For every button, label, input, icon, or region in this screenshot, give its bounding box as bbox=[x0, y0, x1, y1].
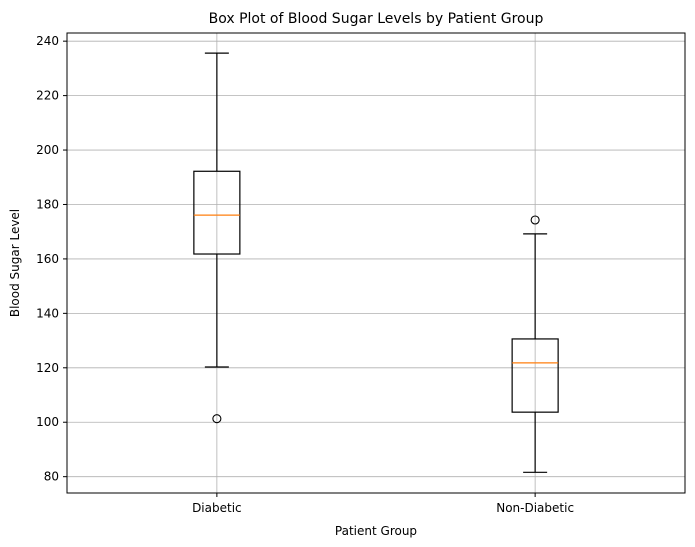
y-tick-label: 160 bbox=[36, 252, 59, 266]
y-tick-label: 180 bbox=[36, 197, 59, 211]
iqr-box bbox=[511, 338, 559, 413]
y-tick-label: 120 bbox=[36, 361, 59, 375]
x-tick-label: Diabetic bbox=[192, 501, 242, 515]
box-layer bbox=[193, 52, 559, 473]
tick-layer: 80 100 120 140 160 180 200 220 240 Diabetic Non-Di… bbox=[36, 34, 574, 515]
grid-layer bbox=[67, 33, 685, 493]
y-tick-label: 220 bbox=[36, 89, 59, 103]
chart-title: Box Plot of Blood Sugar Levels by Patien… bbox=[209, 11, 544, 27]
y-tick-label: 140 bbox=[36, 306, 59, 320]
iqr-box bbox=[193, 170, 241, 255]
x-axis-label: Patient Group bbox=[335, 524, 417, 538]
y-tick-label: 100 bbox=[36, 415, 59, 429]
plot-area-frame bbox=[66, 32, 686, 494]
outlier-point bbox=[530, 215, 540, 225]
y-axis-label: Blood Sugar Level bbox=[8, 209, 22, 317]
y-tick-label: 80 bbox=[44, 470, 59, 484]
x-tick-label: Non-Diabetic bbox=[496, 501, 574, 515]
outlier-point bbox=[212, 414, 222, 424]
y-tick-label: 240 bbox=[36, 34, 59, 48]
y-tick-label: 200 bbox=[36, 143, 59, 157]
